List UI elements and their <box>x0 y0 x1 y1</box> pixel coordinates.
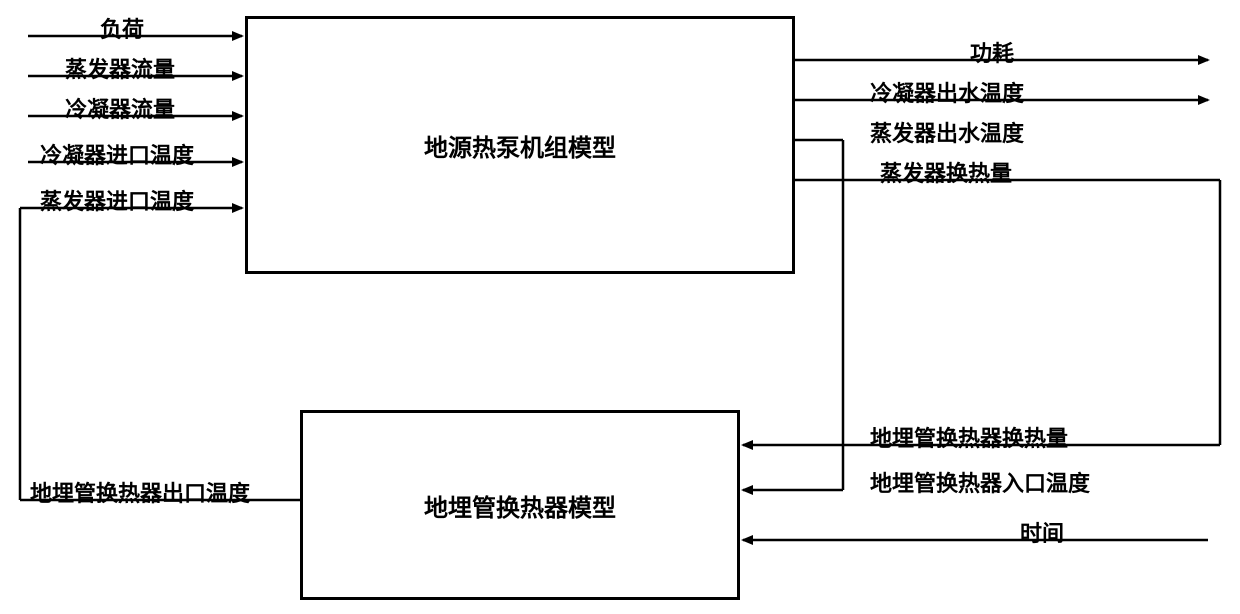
right-output-3: 蒸发器换热量 <box>880 156 1012 188</box>
bottom-right-input-0: 地埋管换热器换热量 <box>870 421 1068 453</box>
bottom-model-label: 地埋管换热器模型 <box>424 488 616 523</box>
bottom-model-box: 地埋管换热器模型 <box>300 410 740 600</box>
top-model-label: 地源热泵机组模型 <box>424 128 616 163</box>
bottom-left-output: 地埋管换热器出口温度 <box>30 476 250 508</box>
bottom-right-input-2: 时间 <box>1020 516 1064 548</box>
right-output-1: 冷凝器出水温度 <box>870 76 1024 108</box>
right-output-2: 蒸发器出水温度 <box>870 116 1024 148</box>
left-input-2: 冷凝器流量 <box>65 92 175 124</box>
right-output-0: 功耗 <box>970 36 1014 68</box>
left-input-3: 冷凝器进口温度 <box>40 138 194 170</box>
left-input-1: 蒸发器流量 <box>65 52 175 84</box>
bottom-right-input-1: 地埋管换热器入口温度 <box>870 466 1090 498</box>
top-model-box: 地源热泵机组模型 <box>245 16 795 274</box>
left-input-0: 负荷 <box>100 12 144 44</box>
left-input-4: 蒸发器进口温度 <box>40 184 194 216</box>
